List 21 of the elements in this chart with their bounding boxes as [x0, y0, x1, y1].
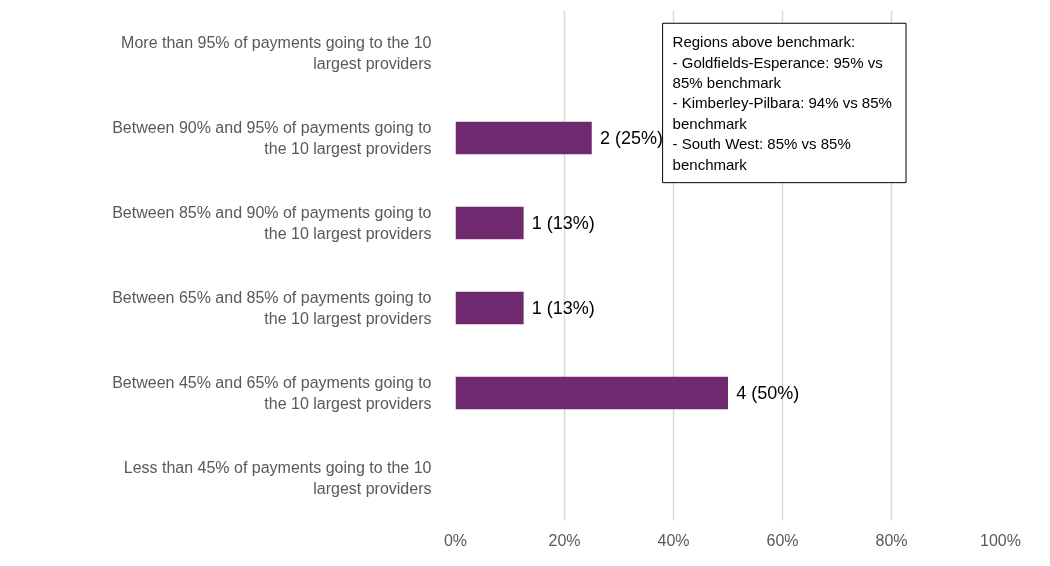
y-tick-label: Between 45% and 65% of payments going to the 10 largest providers [112, 374, 432, 412]
y-tick-label: Between 90% and 95% of payments going to the 10 largest providers [112, 119, 432, 157]
data-label: 1 (13%) [531, 213, 595, 233]
data-label: 2 (25%) [599, 128, 663, 148]
y-tick-label: More than 95% of payments going to the 10 largest providers [121, 34, 432, 72]
bar [455, 376, 728, 410]
x-tick-label: 80% [875, 531, 908, 549]
data-label: 4 (50%) [736, 383, 800, 403]
annotation: Regions above benchmark: - Goldfields-Esperance: 95% vs 85% benchmark - Kimberley-Pilbara: 94% vs 85% benchmark - South West: 85% vs 85% benchmark [672, 33, 892, 173]
bar [455, 291, 524, 325]
x-tick-label: 40% [657, 531, 690, 549]
x-tick-label: 20% [548, 531, 581, 549]
bar [455, 206, 524, 240]
data-label: 1 (13%) [531, 298, 595, 318]
bar [455, 121, 592, 155]
y-tick-label: Between 85% and 90% of payments going to the 10 largest providers [112, 204, 432, 242]
x-tick-label: 100% [980, 531, 1021, 549]
x-tick-label: 60% [766, 531, 799, 549]
y-tick-label: Less than 45% of payments going to the 10 largest providers [123, 459, 432, 497]
y-tick-label: Between 65% and 85% of payments going to the 10 largest providers [112, 289, 432, 327]
x-tick-label: 0% [443, 531, 468, 549]
